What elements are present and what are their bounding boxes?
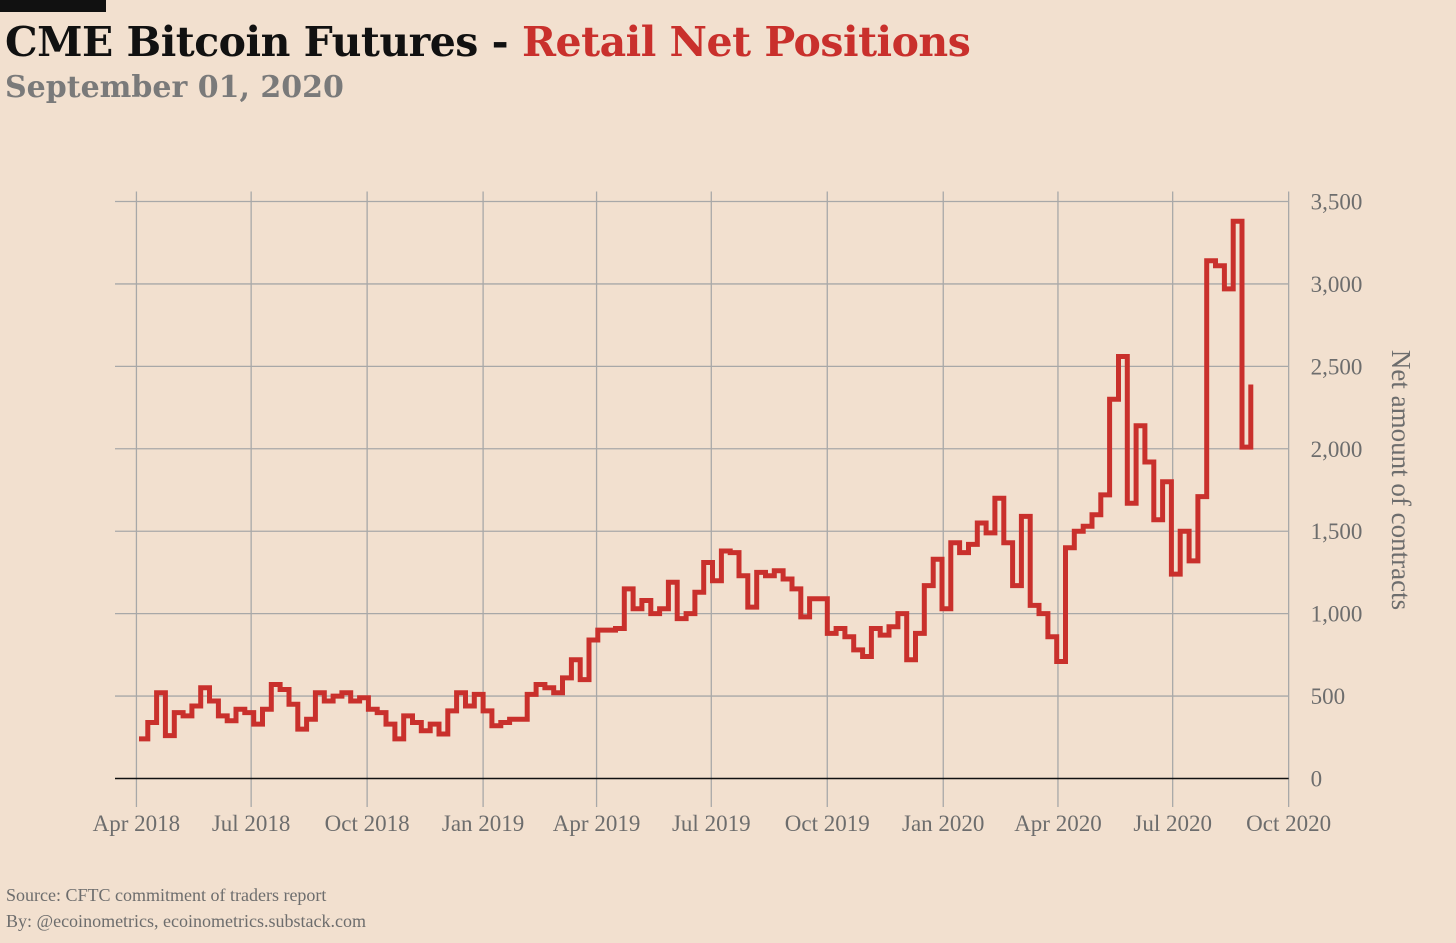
source-note: Source: CFTC commitment of traders repor…	[6, 885, 327, 905]
x-tick-label: Oct 2020	[1246, 811, 1331, 836]
x-axis-ticks: Apr 2018 Jul 2018 Oct 2018 Jan 2019 Apr 2019…	[93, 811, 1331, 836]
chart-title-accent: Retail Net Positions	[521, 18, 971, 66]
top-accent-bar	[0, 0, 106, 12]
y-gridlines	[115, 200, 1289, 697]
y-axis-ticks: 0 500 1,000 1,500 2,000 2,500 3,000 3,500	[1311, 189, 1363, 791]
series-line-retail-net-positions	[139, 218, 1254, 742]
x-tick-label: Apr 2020	[1014, 811, 1102, 836]
y-tick-label: 2,000	[1311, 437, 1363, 462]
chart-subtitle: September 01, 2020	[5, 70, 344, 105]
y-tick-label: 3,000	[1311, 272, 1363, 297]
x-tick-label: Oct 2018	[325, 811, 410, 836]
y-axis-label: Net amount of contracts	[1386, 350, 1416, 610]
y-tick-label: 3,500	[1311, 189, 1363, 214]
x-tick-label: Jul 2020	[1133, 811, 1212, 836]
y-tick-label: 0	[1311, 767, 1323, 792]
y-tick-label: 1,500	[1311, 519, 1363, 544]
chart-title-main: CME Bitcoin Futures -	[5, 18, 522, 66]
x-tick-label: Jan 2020	[902, 811, 984, 836]
x-tick-label: Apr 2018	[93, 811, 181, 836]
chart-title: CME Bitcoin Futures - Retail Net Positio…	[5, 18, 971, 66]
x-tick-label: Jul 2019	[672, 811, 751, 836]
byline: By: @ecoinometrics, ecoinometrics.substa…	[6, 911, 366, 931]
y-tick-label: 2,500	[1311, 354, 1363, 379]
y-tick-label: 500	[1311, 684, 1346, 709]
x-tick-label: Apr 2019	[553, 811, 641, 836]
x-tick-label: Oct 2019	[785, 811, 870, 836]
x-tick-label: Jul 2018	[212, 811, 291, 836]
x-tick-label: Jan 2019	[442, 811, 524, 836]
data-points	[139, 221, 1251, 739]
y-tick-label: 1,000	[1311, 602, 1363, 627]
